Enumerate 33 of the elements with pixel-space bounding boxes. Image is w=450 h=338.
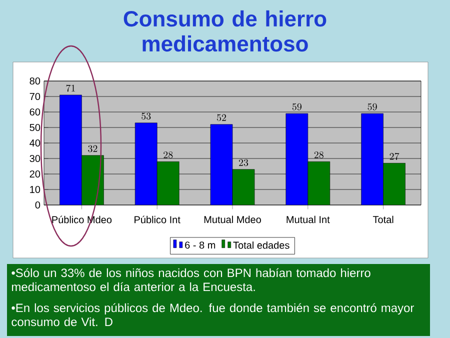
y-tick-label: 70 [30, 92, 40, 100]
bar [361, 113, 384, 205]
x-tick-label: Total [372, 216, 394, 224]
bar [134, 122, 158, 205]
legend-label: Total edades [233, 241, 290, 249]
data-label: 71 [66, 84, 75, 92]
data-label: 59 [292, 103, 302, 110]
data-label: 27 [390, 152, 400, 160]
y-tick-label: 30 [30, 154, 40, 162]
bar [210, 124, 233, 205]
legend-label: 6 - 8 m [185, 242, 216, 249]
data-label: 52 [217, 114, 226, 122]
bar [286, 113, 308, 205]
data-label: 32 [88, 145, 98, 152]
data-label: 59 [368, 103, 377, 110]
data-label: 28 [314, 151, 324, 158]
chart-title: Consumo de hierro medicamentoso [124, 10, 326, 52]
text: •Sólo un 33% de los niños nacidos con BPN habían tomado hierro medicamentoso el día anterior a la Encuesta. [12, 268, 370, 292]
x-tick-label: Público Int [134, 216, 180, 224]
text: •En los servicios públicos de Mdeo. fue donde también se encontró mayor consumo de Vit. D [12, 303, 414, 326]
y-tick-label: 40 [30, 139, 40, 147]
y-tick-label: 20 [30, 170, 40, 178]
y-tick-label: 10 [30, 186, 40, 194]
data-label: 28 [164, 151, 173, 158]
bar [60, 94, 82, 205]
data-label: 23 [239, 159, 248, 166]
y-tick-label: 80 [30, 77, 40, 85]
y-tick-label: 60 [30, 108, 40, 116]
y-tick-label: 0 [35, 201, 40, 209]
data-label: 53 [142, 112, 151, 120]
x-tick-label: Mutual Int [286, 216, 330, 224]
x-tick-label: Mutual Mdeo [204, 216, 261, 224]
y-tick-label: 50 [30, 124, 40, 132]
